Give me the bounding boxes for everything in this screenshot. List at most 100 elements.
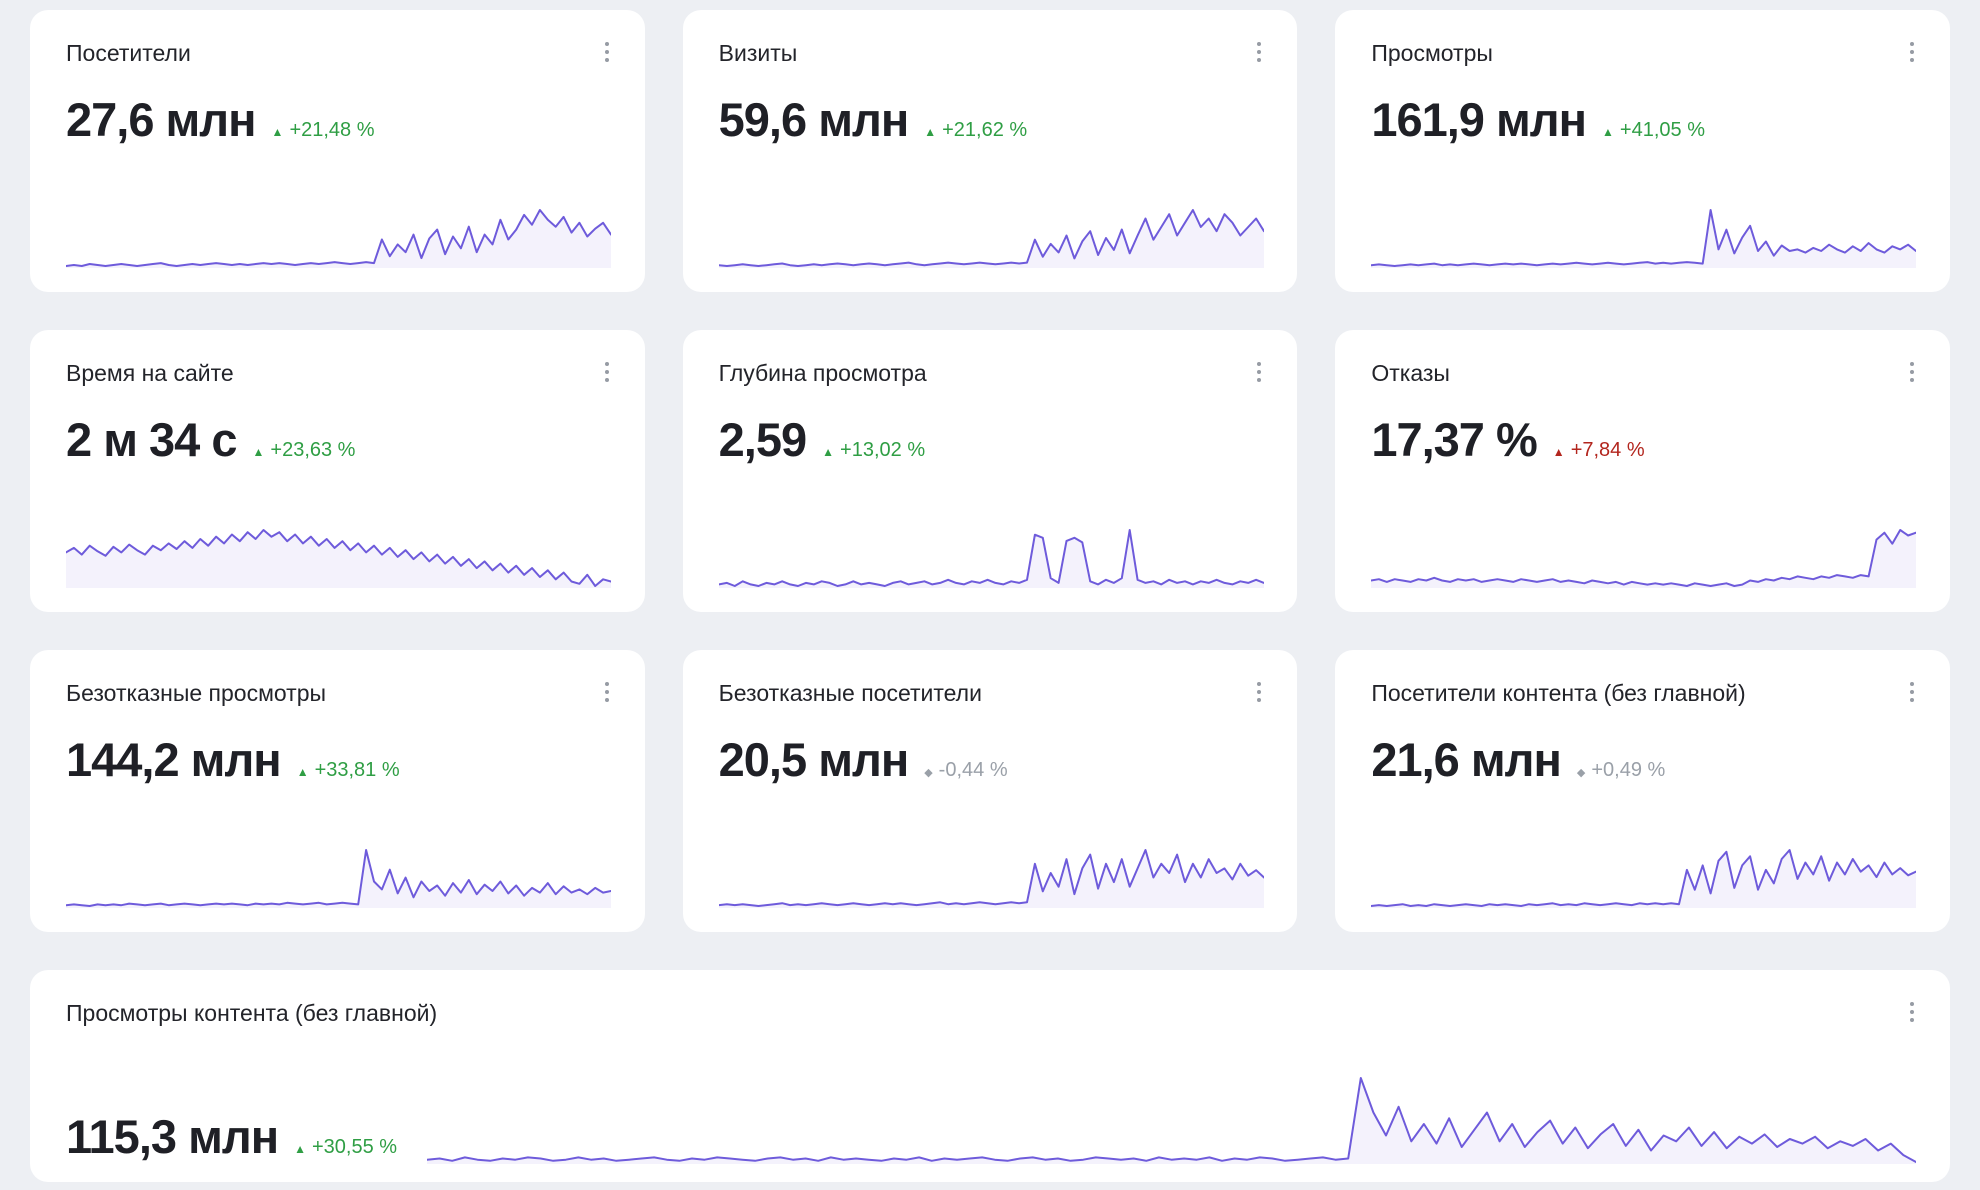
sparkline-chart [66,848,611,908]
metric-value: 144,2 млн [66,733,282,786]
kebab-dot [1910,1010,1914,1014]
kebab-dot [1257,50,1262,54]
change-badge: ◆ -0,44 % [924,759,1007,782]
metric-card-visitors: Посетители 27,6 млн ▲ +21,48 % [30,10,645,292]
metric-value: 17,37 % [1371,413,1537,466]
kebab-menu-icon[interactable] [599,674,615,710]
change-value: +23,63 % [270,439,356,461]
kebab-menu-icon[interactable] [1251,354,1267,390]
change-value: +7,84 % [1570,439,1645,461]
change-value: +21,48 % [289,119,375,141]
kebab-menu-icon[interactable] [1251,34,1267,70]
trend-marker-icon: ◆ [924,767,933,779]
kebab-menu-icon[interactable] [1904,994,1920,1030]
metric-value: 59,6 млн [718,93,910,146]
metric-value: 20,5 млн [718,733,910,786]
kebab-dot [604,378,609,382]
metric-value: 161,9 млн [1371,93,1587,146]
change-badge: ▲ +30,55 % [294,1136,397,1159]
kebab-dot [1910,58,1914,62]
metric-title: Отказы [1371,360,1450,386]
kebab-dot [1257,690,1262,694]
metric-title: Посетители [66,40,191,66]
kebab-dot [1910,50,1914,54]
change-value: +41,05 % [1619,119,1705,141]
kebab-dot [1257,370,1262,374]
sparkline-chart [1371,848,1917,908]
metric-title: Безотказные просмотры [66,680,327,706]
change-badge: ▲ +21,62 % [924,119,1027,142]
metric-card-time-on-site: Время на сайте 2 м 34 с ▲ +23,63 % [30,330,645,612]
trend-marker-icon: ▲ [1602,125,1614,139]
metric-title: Визиты [718,40,798,66]
kebab-menu-icon[interactable] [599,354,615,390]
kebab-dot [1910,42,1914,46]
kebab-dot [1910,682,1914,686]
kebab-dot [1910,362,1914,366]
metric-card-depth: Глубина просмотра 2,59 ▲ +13,02 % [682,330,1298,612]
change-value: +33,81 % [314,759,400,781]
trend-marker-icon: ▲ [822,445,835,459]
kebab-dot [1257,58,1262,62]
trend-marker-icon: ▲ [252,445,265,459]
sparkline-chart [66,208,611,268]
kebab-dot [1910,1018,1914,1022]
change-value: +0,49 % [1591,759,1666,781]
metric-title: Время на сайте [66,360,234,386]
metric-card-bounce-rate: Отказы 17,37 % ▲ +7,84 % [1335,330,1950,612]
trend-marker-icon: ▲ [924,125,937,139]
metric-value: 27,6 млн [66,93,257,146]
metric-value: 115,3 млн [66,1110,279,1163]
metric-card-pageviews: Просмотры 161,9 млн ▲ +41,05 % [1335,10,1950,292]
change-badge: ▲ +7,84 % [1553,439,1645,462]
metric-card-content-visitors: Посетители контента (без главной) 21,6 м… [1335,650,1950,932]
metric-title: Просмотры контента (без главной) [66,1000,438,1026]
sparkline-chart [427,1076,1917,1164]
kebab-dot [1910,690,1914,694]
kebab-dot [604,690,609,694]
kebab-dot [1257,698,1262,702]
trend-marker-icon: ▲ [271,125,284,139]
metric-title: Посетители контента (без главной) [1371,680,1746,706]
metric-value: 21,6 млн [1371,733,1562,786]
kebab-dot [604,362,609,366]
kebab-dot [604,58,609,62]
sparkline-chart [1371,208,1917,268]
change-value: +13,02 % [840,439,926,461]
kebab-dot [1257,682,1262,686]
kebab-dot [1910,378,1914,382]
trend-marker-icon: ▲ [1552,445,1565,459]
kebab-menu-icon[interactable] [1251,674,1267,710]
kebab-dot [1910,370,1914,374]
sparkline-chart [718,208,1264,268]
trend-marker-icon: ◆ [1576,767,1586,779]
metric-title: Просмотры [1371,40,1493,66]
metric-card-nonbounce-visitors: Безотказные посетители 20,5 млн ◆ -0,44 % [682,650,1298,932]
trend-marker-icon: ▲ [296,765,309,779]
metric-title: Безотказные посетители [718,680,982,706]
change-badge: ▲ +41,05 % [1602,119,1705,142]
kebab-menu-icon[interactable] [1904,354,1920,390]
kebab-dot [604,682,609,686]
change-badge: ▲ +33,81 % [297,759,400,782]
kebab-dot [1257,362,1262,366]
change-badge: ▲ +13,02 % [822,439,925,462]
sparkline-chart [718,848,1264,908]
kebab-dot [604,50,609,54]
kebab-menu-icon[interactable] [1904,674,1920,710]
metric-card-content-pageviews: Просмотры контента (без главной) 115,3 м… [30,970,1950,1182]
change-badge: ◆ +0,49 % [1577,759,1665,782]
sparkline-chart [66,528,611,588]
kebab-dot [1257,42,1262,46]
change-value: +21,62 % [942,119,1028,141]
kebab-menu-icon[interactable] [1904,34,1920,70]
kebab-menu-icon[interactable] [599,34,615,70]
change-badge: ▲ +21,48 % [272,119,375,142]
trend-marker-icon: ▲ [294,1142,306,1156]
metric-card-nonbounce-pageviews: Безотказные просмотры 144,2 млн ▲ +33,81 … [30,650,645,932]
kebab-dot [1910,1002,1914,1006]
metric-card-visits: Визиты 59,6 млн ▲ +21,62 % [682,10,1298,292]
change-badge: ▲ +23,63 % [253,439,356,462]
kebab-dot [604,42,609,46]
